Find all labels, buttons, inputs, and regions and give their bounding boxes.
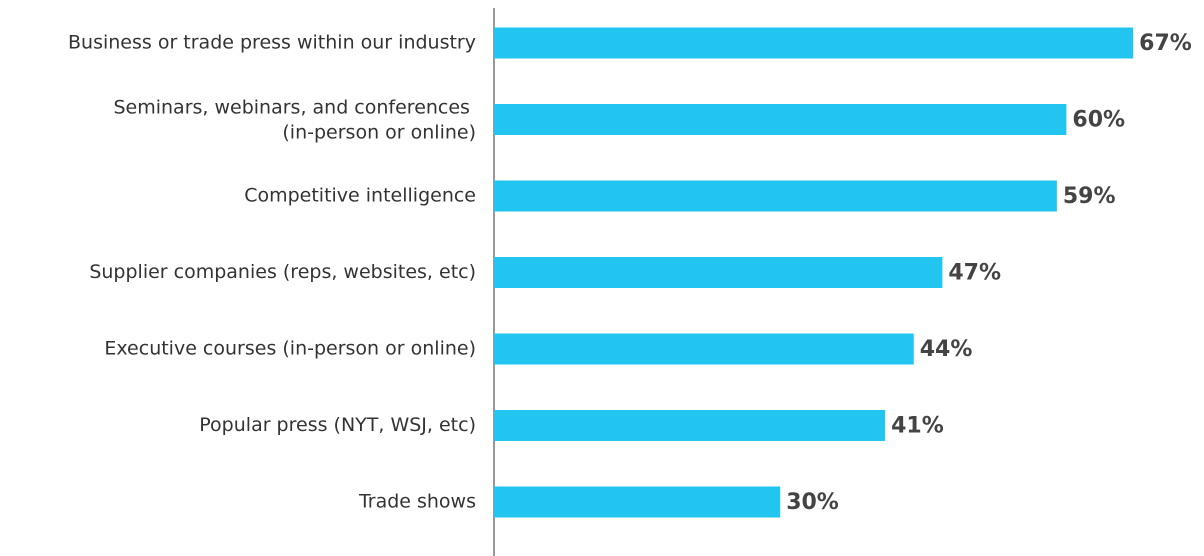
value-label: 44% (920, 337, 973, 362)
category-label: Seminars, webinars, and conferences (in-… (113, 96, 476, 143)
bar (494, 257, 943, 288)
bar (494, 27, 1134, 59)
category-label: Popular press (NYT, WSJ, etc) (199, 414, 476, 436)
value-label: 41% (891, 414, 944, 439)
value-label: 30% (786, 490, 839, 515)
category-label: Trade shows (358, 491, 476, 513)
bar (494, 333, 914, 365)
value-label: 60% (1072, 108, 1125, 133)
category-label: Competitive intelligence (244, 185, 476, 207)
value-label: 67% (1139, 31, 1192, 56)
value-label: 47% (948, 261, 1001, 286)
bar (494, 486, 781, 518)
bar (494, 180, 1057, 212)
bar (494, 410, 886, 441)
value-label: 59% (1063, 184, 1116, 209)
bar (494, 104, 1067, 135)
category-label: Business or trade press within our indus… (68, 32, 476, 54)
category-label: Executive courses (in-person or online) (104, 338, 476, 360)
category-label: Supplier companies (reps, websites, etc) (89, 261, 476, 283)
